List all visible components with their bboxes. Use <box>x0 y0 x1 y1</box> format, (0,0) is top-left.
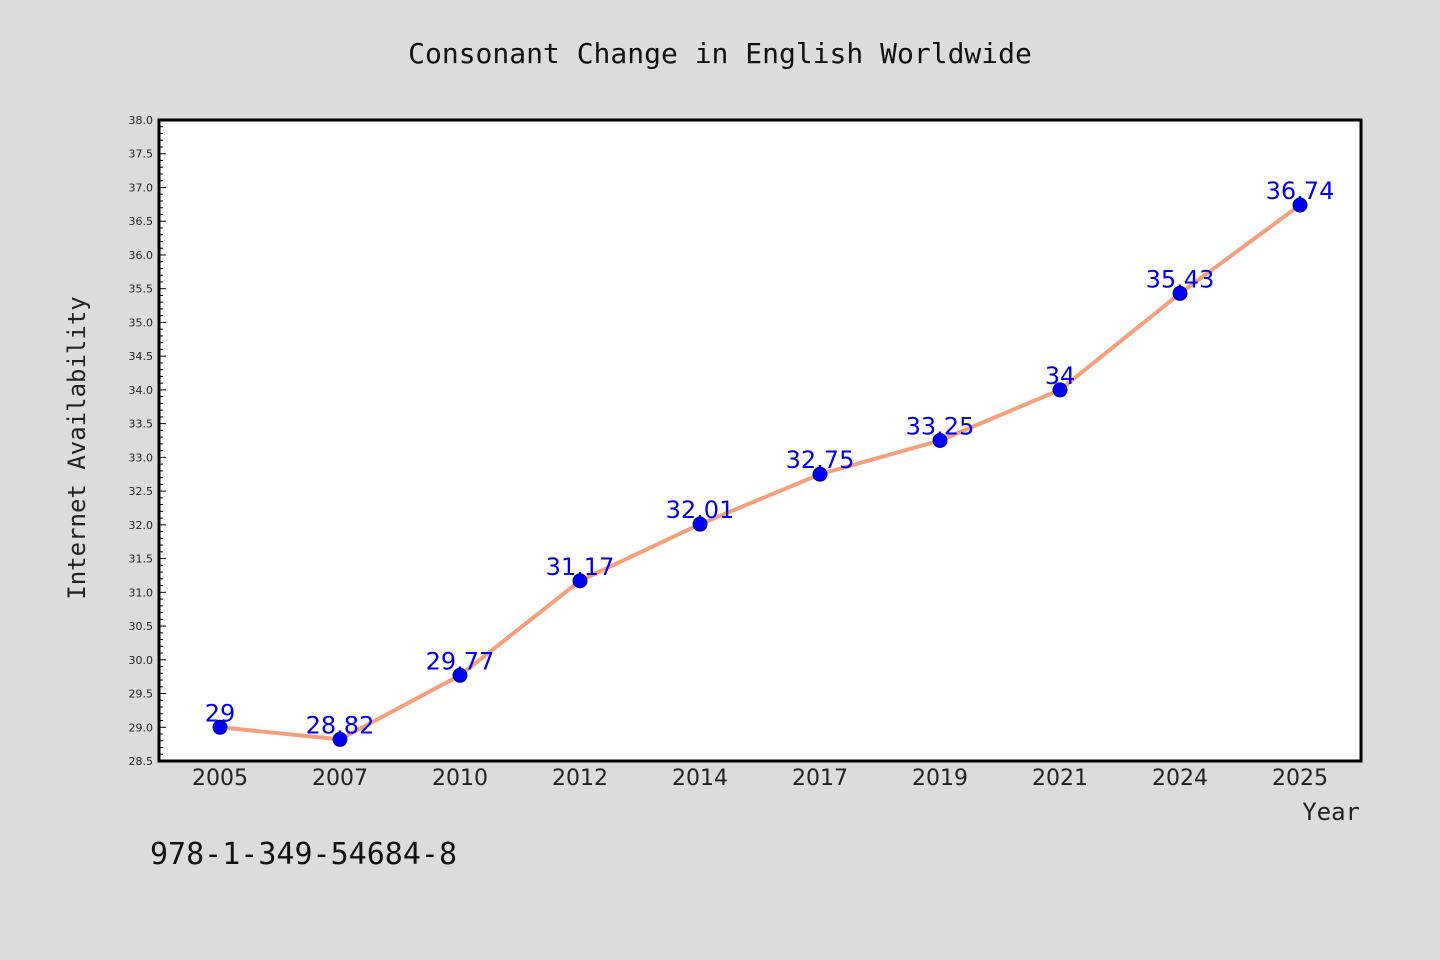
data-point <box>932 433 948 448</box>
x-tick-label: 2010 <box>432 766 488 791</box>
data-point <box>1292 197 1308 213</box>
x-tick-label: 2017 <box>792 766 848 791</box>
y-tick-label: 31.5 <box>129 553 154 566</box>
data-point <box>1172 285 1188 301</box>
y-tick-label: 29.5 <box>129 688 154 701</box>
data-label: 36.74 <box>1266 177 1335 205</box>
x-tick-label: 2007 <box>312 766 368 791</box>
y-tick-label: 36.5 <box>129 215 154 228</box>
series-line <box>218 203 1302 742</box>
y-tick-label: 37.5 <box>129 148 154 161</box>
y-tick-label: 29.0 <box>129 721 154 734</box>
y-tick-label: 35.0 <box>129 316 154 329</box>
y-tick-label: 38.0 <box>129 114 154 127</box>
data-label: 28.82 <box>306 711 375 739</box>
y-tick-label: 28.5 <box>129 755 154 768</box>
y-tick-label: 32.5 <box>129 485 154 498</box>
y-tick-label: 31.0 <box>129 586 154 599</box>
y-tick-label: 37.0 <box>129 181 154 194</box>
y-axis-label: Internet Availability <box>63 296 91 599</box>
x-axis: 2005 2007 2010 2012 2014 2017 2019 2021 2024 2025 <box>192 766 1328 791</box>
y-tick-label: 30.0 <box>129 654 154 667</box>
x-tick-label: 2025 <box>1272 766 1328 791</box>
y-tick-label: 32.0 <box>129 519 154 532</box>
data-point <box>212 719 228 735</box>
data-point <box>332 731 348 747</box>
isbn-text: 978-1-349-54684-8 <box>150 837 457 872</box>
x-tick-label: 2019 <box>912 766 968 791</box>
data-point <box>692 516 708 532</box>
y-tick-label: 33.5 <box>129 418 154 431</box>
x-tick-label: 2024 <box>1152 766 1208 791</box>
y-tick-label: 36.0 <box>129 249 154 262</box>
data-label: 29 <box>205 699 236 727</box>
y-tick-label: 33.0 <box>129 451 154 464</box>
y-tick-label: 35.5 <box>129 283 154 296</box>
data-label: 32.01 <box>666 496 735 524</box>
data-point <box>812 466 828 482</box>
data-label: 34 <box>1045 362 1076 390</box>
data-label: 35.43 <box>1146 265 1215 293</box>
series-line-group: 29 28.82 29.77 31.17 32.01 32.75 33.25 34 35.43 3… <box>205 177 1335 747</box>
plot-area <box>157 118 1363 763</box>
data-label: 32.75 <box>786 446 855 474</box>
y-tick-label: 34.0 <box>129 384 154 397</box>
data-point <box>572 573 588 589</box>
data-point <box>1052 382 1068 398</box>
data-label: 33.25 <box>906 413 975 441</box>
x-tick-label: 2021 <box>1032 766 1088 791</box>
y-axis: 28.5 29.0 29.5 30.0 30.5 31.0 31.5 32.0 32.5 33.0… <box>129 114 166 768</box>
x-tick-label: 2014 <box>672 766 728 791</box>
data-point <box>452 667 468 683</box>
data-label: 29.77 <box>426 647 495 675</box>
y-tick-label: 34.5 <box>129 350 154 363</box>
x-tick-label: 2005 <box>192 766 248 791</box>
data-label: 31.17 <box>546 553 615 581</box>
x-tick-label: 2012 <box>552 766 608 791</box>
chart-title: Consonant Change in English Worldwide <box>408 37 1032 70</box>
y-tick-label: 30.5 <box>129 620 154 633</box>
x-axis-label: Year <box>1302 798 1360 826</box>
